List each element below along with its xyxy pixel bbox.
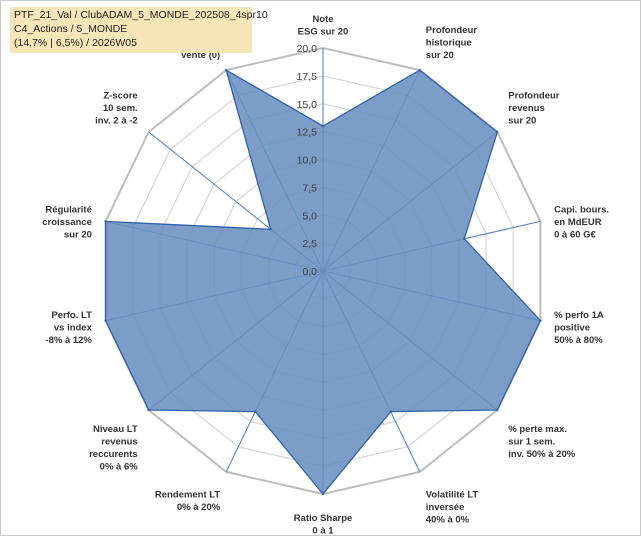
title-line: (14,7% | 6,5%) / 2026W05: [14, 37, 137, 49]
axis-label: Perfo. LT vs index -8% à 12%: [45, 310, 92, 346]
tick-label: 12,5: [297, 127, 318, 139]
axis-label: Ratio Sharpe 0 à 1: [294, 513, 353, 535]
tick-label: 20,0: [297, 43, 318, 55]
data-point: [389, 410, 392, 413]
series-area: [104, 68, 542, 496]
title-line: C4_Actions / 5_MONDE: [14, 23, 128, 35]
chart-title-box: PTF_21_Val / ClubADAM_5_MONDE_202508_4sp…: [10, 7, 268, 53]
axis-label: Profondeur revenus sur 20: [508, 91, 559, 127]
data-point: [147, 408, 150, 412]
axis-label: Z-score 10 sem. inv. 2 à -2: [95, 91, 138, 127]
data-point: [104, 319, 107, 322]
data-point: [418, 68, 421, 72]
data-point: [321, 124, 325, 128]
series: [104, 68, 542, 496]
data-point: [225, 68, 228, 72]
axis-label: Volatilité LT inversée 40% à 0%: [426, 490, 479, 526]
data-point: [104, 220, 107, 223]
axis-label: % perte max. sur 1 sem. inv. 50% à 20%: [508, 424, 575, 460]
axis-label: Note ESG sur 20: [298, 14, 349, 38]
data-point: [496, 408, 499, 412]
tick-label: 0,0: [302, 266, 317, 278]
data-point: [269, 228, 272, 231]
title-line: PTF_21_Val / ClubADAM_5_MONDE_202508_4sp…: [14, 9, 268, 21]
data-point: [496, 130, 499, 134]
data-point: [463, 237, 466, 240]
tick-label: 15,0: [297, 99, 318, 111]
tick-label: 2,5: [302, 238, 317, 250]
data-point: [539, 319, 542, 322]
axis-label: Capi. bours. en MdEUR 0 à 60 G€: [554, 205, 609, 241]
data-point: [321, 492, 325, 496]
data-point: [254, 410, 257, 413]
tick-label: 7,5: [302, 182, 317, 194]
axis-label: Régularité croissance sur 20: [42, 205, 92, 241]
tick-label: 17,5: [297, 71, 318, 83]
axis-label: Profondeur historique sur 20: [426, 25, 477, 61]
axis-label: Rendement LT 0% à 20%: [155, 490, 221, 514]
tick-labels: 0,0 2,5 5,0 7,5 10,0 12,5 15,0 17,5 20,0: [297, 43, 318, 278]
tick-label: 10,0: [297, 155, 318, 167]
tick-label: 5,0: [302, 210, 317, 222]
axis-label: % perfo 1A positive 50% à 80%: [554, 310, 604, 346]
axis-label: Niveau LT revenus reccurents 0% à 6%: [89, 424, 138, 473]
